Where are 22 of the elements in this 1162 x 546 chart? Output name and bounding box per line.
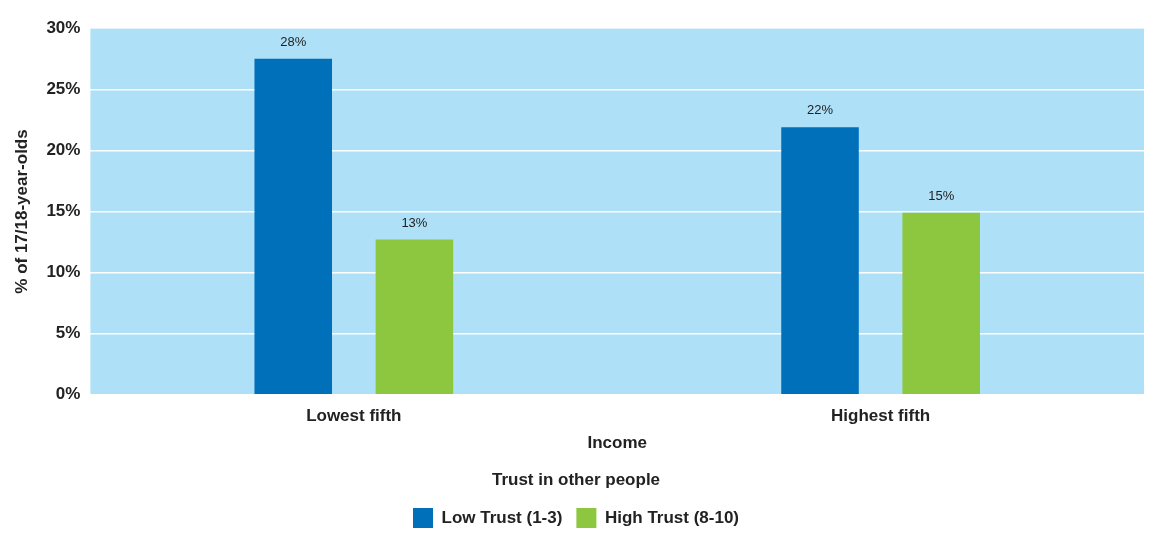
data-label: 15%	[928, 187, 955, 203]
y-tick-label: 25%	[46, 78, 81, 98]
data-label: 22%	[807, 102, 834, 118]
x-tick-label: Highest fifth	[831, 405, 931, 425]
bar	[375, 239, 454, 395]
x-axis-title: Income	[587, 433, 647, 453]
legend-label: High Trust (8-10)	[604, 507, 740, 527]
y-tick-label: 30%	[46, 17, 81, 37]
data-label: 28%	[280, 33, 307, 49]
y-tick-label: 0%	[55, 384, 81, 404]
bar	[781, 127, 859, 395]
bar	[254, 58, 333, 395]
y-tick-label: 15%	[46, 201, 81, 221]
data-label: 13%	[401, 214, 428, 230]
x-tick-label: Lowest fifth	[306, 405, 402, 425]
legend-label: Low Trust (1-3)	[441, 507, 563, 527]
y-tick-label: 20%	[46, 140, 81, 160]
legend-title: Trust in other people	[491, 469, 661, 489]
bar	[902, 212, 980, 395]
y-tick-label: 5%	[55, 323, 81, 343]
y-axis-title: % of 17/18-year-olds	[11, 129, 31, 294]
y-tick-label: 10%	[46, 262, 81, 282]
